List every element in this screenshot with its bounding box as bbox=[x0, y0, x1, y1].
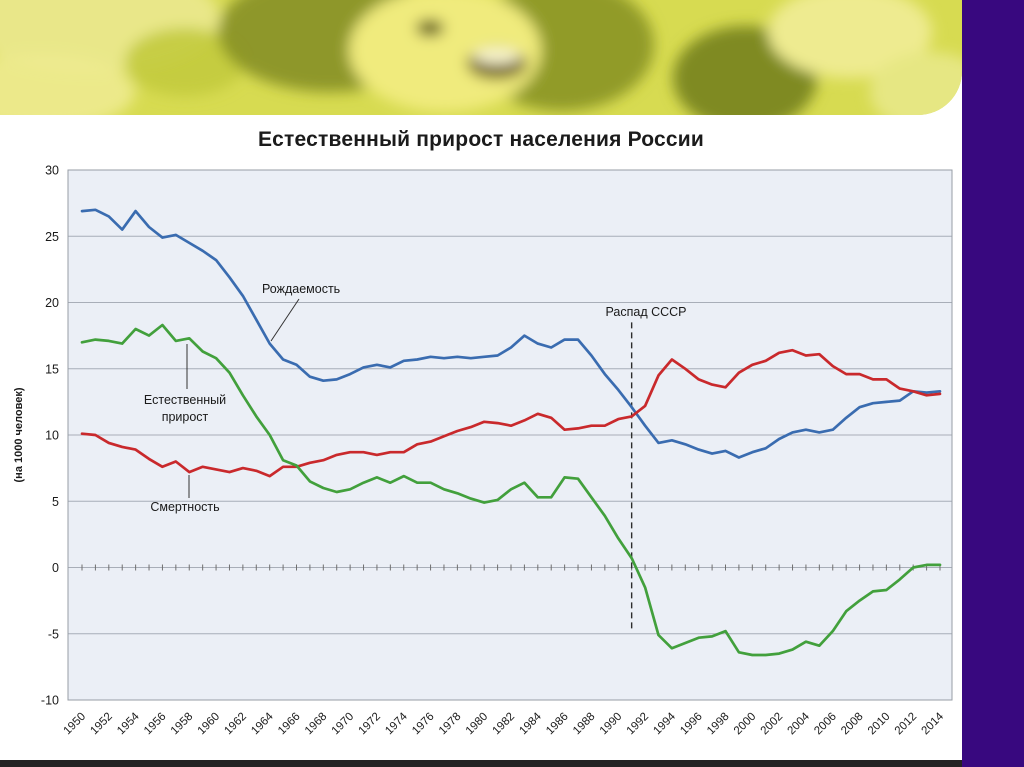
x-tick-label: 1952 bbox=[88, 711, 115, 738]
hand-shape bbox=[768, 0, 932, 78]
natural-annotation-label: прирост bbox=[162, 410, 209, 424]
x-tick-label: 1972 bbox=[356, 711, 383, 738]
x-tick-label: 1988 bbox=[571, 711, 598, 738]
x-tick-label: 2004 bbox=[785, 710, 812, 737]
y-tick-label: 15 bbox=[45, 362, 59, 376]
x-tick-label: 1982 bbox=[491, 711, 518, 738]
y-tick-label: 20 bbox=[45, 296, 59, 310]
x-tick-label: 1976 bbox=[410, 711, 437, 738]
y-tick-label: 25 bbox=[45, 230, 59, 244]
x-tick-label: 1980 bbox=[464, 711, 491, 738]
banner-photo bbox=[0, 0, 962, 115]
y-tick-label: 30 bbox=[45, 164, 59, 178]
x-tick-label: 1992 bbox=[625, 711, 652, 738]
y-tick-label: 5 bbox=[52, 495, 59, 509]
x-tick-label: 1964 bbox=[249, 710, 276, 737]
series-line-birth bbox=[80, 208, 942, 459]
chart-region: 30 25 20 15 10 5 0 -5 -10 1950 1952 1954 1956 1958 196… bbox=[0, 115, 962, 767]
x-tick-label: 2006 bbox=[812, 711, 839, 738]
eye-shape bbox=[416, 20, 444, 36]
bottom-edge bbox=[0, 760, 962, 767]
x-tick-label: 1968 bbox=[303, 711, 330, 738]
ussr-annotation-label: Распад СССР bbox=[605, 305, 686, 319]
x-tick-label: 1994 bbox=[651, 710, 678, 737]
series-line-natural bbox=[80, 323, 942, 657]
x-tick-label: 2010 bbox=[866, 711, 893, 738]
purple-side-bar bbox=[962, 0, 1024, 767]
x-tick-label: 1954 bbox=[115, 710, 142, 737]
x-tick-label: 1986 bbox=[544, 711, 571, 738]
banner-illustration bbox=[0, 0, 962, 115]
x-tick-label: 1956 bbox=[142, 711, 169, 738]
x-tick-label: 2000 bbox=[732, 711, 759, 738]
y-tick-label: -5 bbox=[48, 627, 59, 641]
x-tick-label: 1974 bbox=[383, 710, 410, 737]
birth-annotation-label: Рождаемость bbox=[262, 282, 340, 296]
banner-shapes bbox=[0, 0, 962, 115]
x-tick-label: 1966 bbox=[276, 711, 303, 738]
chart-title: Естественный прирост населения России bbox=[257, 128, 705, 151]
y-tick-label: -10 bbox=[41, 694, 59, 708]
x-tick-label: 2002 bbox=[759, 711, 786, 738]
y-tick-label: 0 bbox=[52, 561, 59, 575]
x-tick-label: 1962 bbox=[222, 711, 249, 738]
x-tick-label: 2008 bbox=[839, 711, 866, 738]
y-axis-title: (на 1000 человек) bbox=[13, 387, 25, 482]
x-tick-label: 1970 bbox=[330, 711, 357, 738]
face-shape bbox=[349, 0, 541, 112]
x-tick-label: 1978 bbox=[437, 711, 464, 738]
birth-leader-line bbox=[270, 298, 300, 342]
series-line-death bbox=[80, 348, 942, 478]
x-tick-label: 1950 bbox=[62, 711, 89, 738]
y-tick-label: 10 bbox=[45, 429, 59, 443]
death-annotation-label: Смертность bbox=[150, 500, 219, 514]
plot-border bbox=[67, 169, 953, 701]
x-tick-label: 1958 bbox=[169, 711, 196, 738]
x-tick-label: 1960 bbox=[196, 711, 223, 738]
x-tick-label: 1984 bbox=[517, 710, 544, 737]
x-tick-label: 1998 bbox=[705, 711, 732, 738]
x-tick-label: 1996 bbox=[678, 711, 705, 738]
x-tick-label: 2014 bbox=[920, 710, 947, 737]
natural-annotation-label: Естественный bbox=[144, 393, 226, 407]
x-tick-label: 2012 bbox=[893, 711, 920, 738]
x-tick-label: 1990 bbox=[598, 711, 625, 738]
